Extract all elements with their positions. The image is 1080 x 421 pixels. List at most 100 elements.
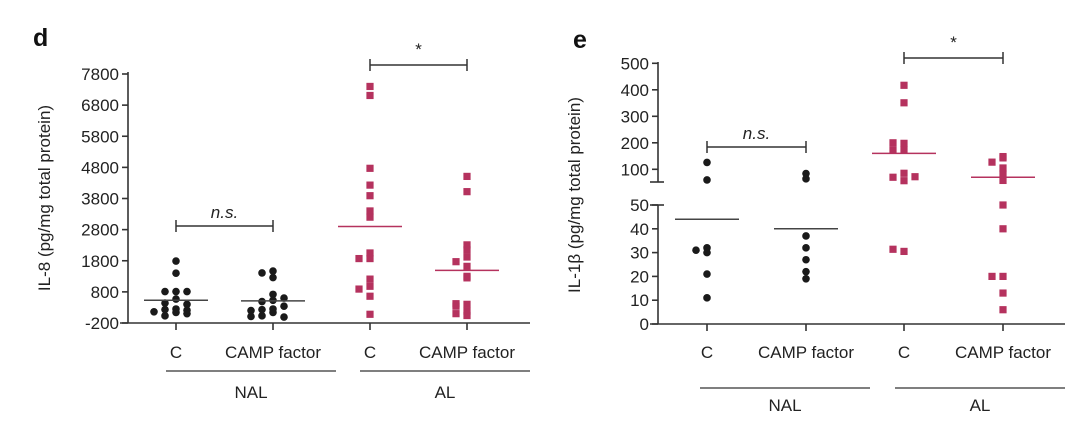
data-point-square <box>463 253 471 261</box>
data-point-square <box>366 91 374 100</box>
data-point-square <box>900 146 908 154</box>
data-point-circle <box>150 307 158 316</box>
x-category-label: C <box>364 343 376 362</box>
data-point-square <box>463 272 471 280</box>
data-point-square <box>889 245 897 253</box>
data-point-circle <box>183 306 191 315</box>
data-point-square <box>366 207 374 215</box>
data-point-square <box>452 258 460 266</box>
data-point-circle <box>269 267 277 275</box>
data-point-circle <box>161 299 169 307</box>
panel-d-il8: d IL-8 (pg/mg total protein) -200 800 1800 28… <box>33 24 530 402</box>
data-point-circle <box>172 257 180 265</box>
data-point-square <box>463 262 471 270</box>
y-tick-label: 6800 <box>81 96 119 115</box>
y-tick-label: 100 <box>621 160 649 179</box>
data-point-square <box>366 292 374 300</box>
data-point-square <box>911 173 919 181</box>
y-tick-label: -200 <box>85 314 119 333</box>
y-tick-label: 5800 <box>81 127 119 146</box>
data-point-circle <box>247 306 255 315</box>
panel-label: d <box>33 24 48 52</box>
data-point-square <box>988 158 996 166</box>
data-point-square <box>366 164 374 172</box>
y-tick-label: 0 <box>640 315 649 334</box>
y-tick-label: 800 <box>91 283 119 302</box>
data-point-circle <box>172 269 180 278</box>
data-point-circle <box>172 295 180 303</box>
y-tick-label: 200 <box>621 134 649 153</box>
data-point-square <box>999 272 1007 280</box>
y-tick-label: 7800 <box>81 65 119 84</box>
data-point-square <box>900 81 908 89</box>
data-point-circle <box>802 232 810 240</box>
y-tick-label: 300 <box>621 107 649 126</box>
data-point-square <box>463 307 471 315</box>
data-point-circle <box>280 302 288 310</box>
data-point-square <box>355 254 363 263</box>
data-point-square <box>900 99 908 107</box>
data-point-square <box>366 213 374 221</box>
data-point-square <box>889 146 897 154</box>
group-label: AL <box>435 383 456 402</box>
data-point-square <box>366 254 374 263</box>
y-axis-title: IL-8 (pg/mg total protein) <box>35 105 54 291</box>
y-tick-label: 2800 <box>81 221 119 240</box>
data-point-circle <box>247 312 255 321</box>
data-point-square <box>889 139 897 147</box>
data-point-square <box>355 285 363 293</box>
x-category-label: C <box>701 343 713 362</box>
data-point-square <box>366 181 374 189</box>
data-point-circle <box>161 287 169 296</box>
data-point-circle <box>172 308 180 317</box>
data-point-square <box>366 282 374 290</box>
data-point-square <box>366 310 374 318</box>
data-point-square <box>999 289 1007 297</box>
data-point-circle <box>802 267 810 276</box>
group-label: NAL <box>234 383 267 402</box>
y-tick-label: 1800 <box>81 252 119 271</box>
data-point-circle <box>703 248 711 257</box>
data-point-square <box>366 82 374 91</box>
data-point-circle <box>183 300 191 309</box>
y-tick-label: 500 <box>621 54 649 73</box>
y-tick-label: 4800 <box>81 158 119 177</box>
data-point-square <box>452 310 460 318</box>
data-point-circle <box>258 269 266 277</box>
data-point-circle <box>172 287 180 296</box>
x-category-label: CAMP factor <box>955 343 1051 362</box>
data-point-square <box>988 272 996 280</box>
data-point-circle <box>692 246 700 255</box>
data-point-circle <box>703 158 711 167</box>
data-point-square <box>999 306 1007 314</box>
y-tick-label: 20 <box>630 267 649 286</box>
data-point-circle <box>703 270 711 278</box>
data-point-square <box>999 201 1007 209</box>
y-tick-label: 40 <box>630 220 649 239</box>
significance-label: * <box>415 40 422 59</box>
data-point-circle <box>703 176 711 184</box>
data-point-square <box>900 247 908 256</box>
data-point-square <box>463 241 471 249</box>
data-point-square <box>889 173 897 181</box>
y-tick-label: 400 <box>621 81 649 100</box>
panel-e-il1b: eIL-1β (pg/mg total protein) 100200300400… <box>565 26 1065 415</box>
group-label: NAL <box>768 396 801 415</box>
x-category-label: C <box>898 343 910 362</box>
data-point-circle <box>269 273 277 282</box>
significance-label: n.s. <box>743 124 770 143</box>
data-point-square <box>452 302 460 310</box>
data-point-circle <box>183 287 191 296</box>
y-tick-label: 3800 <box>81 190 119 209</box>
data-point-square <box>366 275 374 283</box>
data-point-circle <box>703 294 711 302</box>
group-label: AL <box>970 396 991 415</box>
x-category-label: C <box>170 343 182 362</box>
data-point-circle <box>802 175 810 183</box>
data-point-circle <box>161 312 169 320</box>
x-category-label: CAMP factor <box>758 343 854 362</box>
data-point-square <box>463 246 471 254</box>
data-point-square <box>999 170 1007 178</box>
data-point-square <box>999 164 1007 172</box>
